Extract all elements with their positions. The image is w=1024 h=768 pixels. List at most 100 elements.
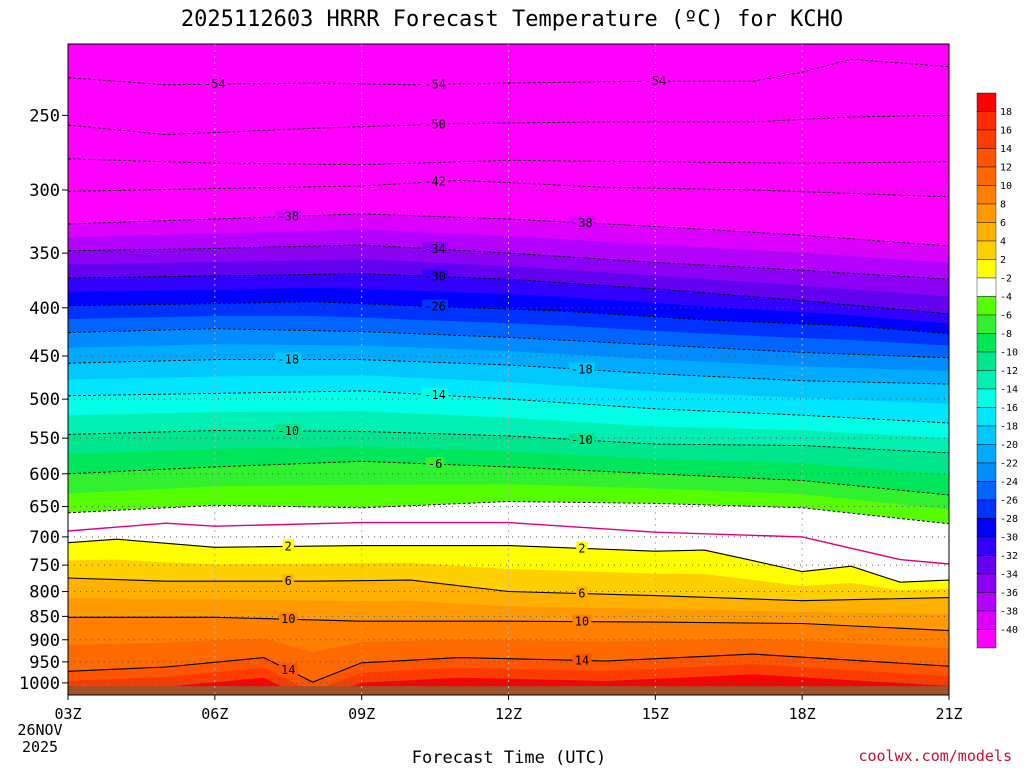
contour-label-bg bbox=[421, 242, 449, 256]
colorbar-label: 4 bbox=[1000, 237, 1006, 248]
contour-label-bg bbox=[576, 586, 588, 600]
colorbar-swatch bbox=[976, 222, 997, 242]
colorbar-swatch bbox=[976, 425, 997, 445]
colorbar-swatch bbox=[976, 629, 997, 649]
contour-line bbox=[68, 577, 949, 602]
contour-line bbox=[68, 179, 949, 198]
colorbar-swatch bbox=[976, 333, 997, 353]
colorbar-swatch bbox=[976, 370, 997, 390]
contour-line bbox=[68, 430, 949, 454]
contour-label-bg bbox=[201, 77, 228, 91]
contour-label-bg bbox=[278, 612, 298, 626]
y-tick-label: 250 bbox=[29, 106, 60, 126]
colorbar-swatch bbox=[976, 240, 997, 260]
contour-line bbox=[68, 653, 949, 683]
colorbar-label: 2 bbox=[1000, 255, 1006, 266]
contour-label: 2 bbox=[285, 539, 292, 553]
colorbar-swatch bbox=[976, 610, 997, 630]
contour-label: -54 bbox=[204, 77, 226, 91]
contour-label-bg bbox=[421, 269, 449, 283]
contours: -54 -54 -54 -50 -42 -38 -38 -34 -30 -26 -18 -18 -14 -… bbox=[68, 58, 949, 683]
colorbar-label: -30 bbox=[1000, 533, 1018, 544]
colorbar-label: 14 bbox=[1000, 144, 1012, 155]
x-tick-label: 21Z bbox=[935, 705, 962, 723]
ground-terrain bbox=[68, 686, 949, 695]
chart-title: 2025112603 HRRR Forecast Temperature (ºC… bbox=[181, 7, 843, 32]
y-axis: 250 300 350 400 450 500 550 600 650 700 750 800 850 9… bbox=[19, 106, 68, 694]
x-tick-label: 03Z bbox=[54, 705, 81, 723]
colorbar-swatch bbox=[976, 407, 997, 427]
contour-label: -30 bbox=[424, 269, 446, 283]
contour-line bbox=[68, 328, 949, 359]
colorbar-label: -26 bbox=[1000, 496, 1018, 507]
contour-line bbox=[68, 213, 949, 247]
contour-line bbox=[68, 501, 949, 525]
contour-line bbox=[68, 616, 949, 632]
contour-label-bg bbox=[282, 539, 294, 553]
colorbar-label: -18 bbox=[1000, 422, 1018, 433]
contour-line bbox=[68, 244, 949, 280]
colorbar-label: -2 bbox=[1000, 274, 1012, 285]
x-tick-label: 09Z bbox=[348, 705, 375, 723]
colorbar-label: -40 bbox=[1000, 625, 1018, 636]
y-tick-label: 450 bbox=[29, 347, 60, 367]
y-tick-label: 950 bbox=[29, 653, 60, 673]
contour-label: -14 bbox=[424, 388, 446, 402]
contour-label: -18 bbox=[571, 362, 593, 376]
contour-label: -26 bbox=[424, 300, 446, 314]
contour-line bbox=[68, 301, 949, 335]
contour-label-bg bbox=[421, 299, 449, 313]
contour-label-bg bbox=[282, 574, 294, 588]
contour-label-bg bbox=[421, 117, 449, 131]
contour-line bbox=[68, 460, 949, 496]
colorbar-label: -34 bbox=[1000, 570, 1018, 581]
colorbar-label: -4 bbox=[1000, 292, 1012, 303]
colorbar-swatch bbox=[976, 148, 997, 168]
colorbar-label: -10 bbox=[1000, 348, 1018, 359]
y-tick-label: 700 bbox=[29, 528, 60, 548]
colorbar-swatch bbox=[976, 314, 997, 334]
colorbar-swatch bbox=[976, 518, 997, 538]
contour-label: -10 bbox=[277, 424, 299, 438]
y-tick-label: 1000 bbox=[19, 674, 60, 694]
y-tick-label: 800 bbox=[29, 583, 60, 603]
contour-label-bg bbox=[275, 352, 302, 366]
contour-label-bg bbox=[421, 174, 449, 188]
y-tick-label: 900 bbox=[29, 631, 60, 651]
colorbar-label: 6 bbox=[1000, 218, 1006, 229]
y-tick-label: 400 bbox=[29, 299, 60, 319]
colorbar-label: 8 bbox=[1000, 200, 1006, 211]
contour-line bbox=[68, 359, 949, 385]
colorbar-swatch bbox=[976, 166, 997, 186]
x-axis-title: Forecast Time (UTC) bbox=[412, 748, 606, 768]
colorbar-label: -38 bbox=[1000, 607, 1018, 618]
contour-label: -38 bbox=[571, 216, 593, 230]
contour-label-bg bbox=[568, 362, 596, 376]
colorbar-swatch bbox=[976, 185, 997, 205]
contour-label: 14 bbox=[281, 663, 295, 677]
colorbar-label: -8 bbox=[1000, 329, 1012, 340]
colorbar-label: -14 bbox=[1000, 385, 1018, 396]
colorbar-label: 16 bbox=[1000, 126, 1012, 137]
y-tick-label: 650 bbox=[29, 498, 60, 518]
date-label: 26NOV bbox=[17, 721, 62, 739]
colorbar-swatch bbox=[976, 259, 997, 279]
x-axis: 03Z 06Z 09Z 12Z 15Z 18Z 21Z bbox=[54, 695, 963, 723]
colorbar-swatch bbox=[976, 277, 997, 297]
colorbar-swatch bbox=[976, 388, 997, 408]
colorbar-swatch bbox=[976, 129, 997, 149]
contour-label: -50 bbox=[424, 117, 446, 131]
x-tick-label: 15Z bbox=[642, 705, 669, 723]
contour-label-bg bbox=[642, 74, 669, 88]
contour-label: 6 bbox=[285, 574, 292, 588]
colorbar-label: -36 bbox=[1000, 588, 1018, 599]
colorbar-label: -32 bbox=[1000, 551, 1018, 562]
contour-label-bg bbox=[275, 209, 302, 223]
contour-label: -18 bbox=[277, 353, 299, 367]
colorbar-swatch bbox=[976, 462, 997, 482]
colorbar-swatch bbox=[976, 351, 997, 371]
contour-line bbox=[68, 114, 949, 136]
y-tick-label: 500 bbox=[29, 390, 60, 410]
contour-line bbox=[68, 390, 949, 424]
colorbar-label: -20 bbox=[1000, 440, 1018, 451]
